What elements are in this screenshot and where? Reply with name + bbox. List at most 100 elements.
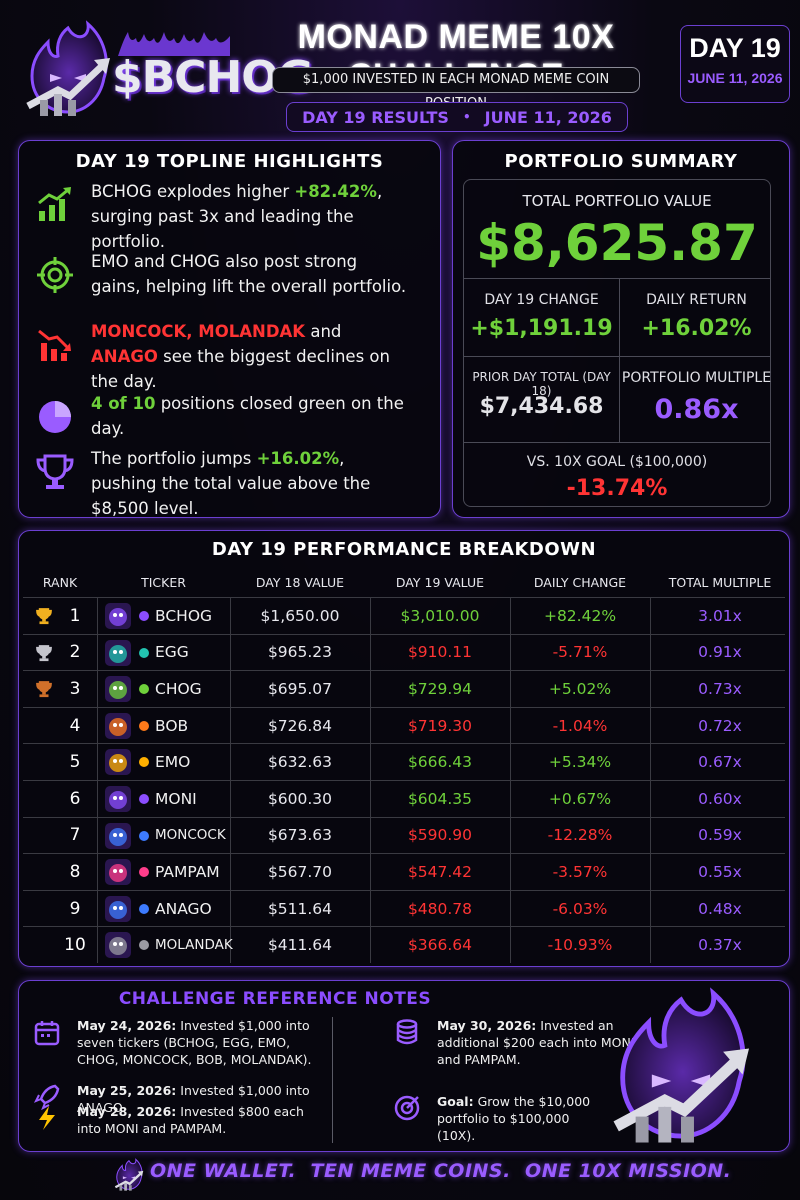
rank: 7 <box>69 825 81 846</box>
column-divider <box>370 854 371 890</box>
column-divider <box>97 671 98 707</box>
highlight-segment: see the biggest declines on the day. <box>91 347 390 391</box>
highlight-text: 4 of 10 positions closed green on the da… <box>91 391 409 441</box>
ticker: BOB <box>155 716 189 735</box>
column-divider <box>230 707 231 744</box>
daily-change: -10.93% <box>547 936 613 955</box>
table-row: 5 EMO $632.63 $666.43 +5.34% 0.67x <box>23 743 785 780</box>
column-divider <box>97 744 98 780</box>
day19-value: $547.42 <box>407 862 473 881</box>
note-text: Invested $800 each into MONI and PAMPAM. <box>77 1104 304 1136</box>
column-divider <box>230 634 231 671</box>
ticker-avatar <box>105 822 131 849</box>
highlight-text: BCHOG explodes higher +82.42%, surging p… <box>91 179 409 254</box>
note-icon <box>34 1021 60 1046</box>
day19-value: $366.64 <box>407 936 473 955</box>
daily-change: +5.02% <box>548 679 612 698</box>
divider <box>464 278 770 279</box>
column-divider <box>510 598 511 634</box>
ticker-dot <box>139 757 149 768</box>
column-divider <box>650 634 651 671</box>
column-divider <box>97 817 98 854</box>
ticker: BCHOG <box>155 606 213 625</box>
metric-label: PORTFOLIO MULTIPLE <box>621 370 772 386</box>
highlights-panel: DAY 19 TOPLINE HIGHLIGHTS BCHOG explodes … <box>18 140 441 518</box>
note-entry: May 24, 2026: Invested $1,000 into seven… <box>77 1017 322 1068</box>
highlight-segment: 4 of 10 <box>91 394 156 413</box>
total-multiple: 0.73x <box>698 679 742 698</box>
day18-value: $600.30 <box>267 789 333 808</box>
column-divider <box>370 927 371 963</box>
column-divider <box>650 927 651 963</box>
ticker: ANAGO <box>155 899 212 918</box>
ticker: MONI <box>155 789 197 808</box>
daily-change: -12.28% <box>547 826 613 845</box>
day19-value: $604.35 <box>407 789 473 808</box>
column-header: TICKER <box>141 574 186 590</box>
day18-value: $567.70 <box>267 862 333 881</box>
column-divider <box>650 744 651 780</box>
notes-panel: CHALLENGE REFERENCE NOTES May 24, 2026: I… <box>18 980 790 1152</box>
highlight-segment: positions closed green on the day. <box>91 394 404 438</box>
metric-value: $7,434.68 <box>479 394 604 419</box>
summary-title: PORTFOLIO SUMMARY <box>504 151 738 172</box>
ticker-dot <box>139 684 149 695</box>
note-date: May 30, 2026: <box>437 1018 537 1033</box>
results-banner: DAY 19 RESULTS • JUNE 11, 2026 <box>286 102 628 132</box>
column-divider <box>230 927 231 963</box>
column-header: DAILY CHANGE <box>533 574 627 590</box>
day19-value: $666.43 <box>407 753 473 772</box>
daily-change: -3.57% <box>552 862 608 881</box>
ticker-dot <box>139 720 149 731</box>
total-multiple: 0.91x <box>698 643 742 662</box>
column-divider <box>97 781 98 817</box>
daily-change: +82.42% <box>543 606 617 625</box>
ticker-avatar <box>105 932 131 959</box>
day18-value: $411.64 <box>267 936 333 955</box>
table-row: 9 ANAGO $511.64 $480.78 -6.03% 0.48x <box>23 889 785 927</box>
total-multiple: 0.48x <box>698 899 742 918</box>
trophy-icon <box>36 644 52 661</box>
column-divider <box>230 817 231 854</box>
rank: 6 <box>69 788 81 809</box>
day18-value: $695.07 <box>267 679 333 698</box>
ticker: EGG <box>155 643 189 662</box>
column-divider <box>230 890 231 927</box>
notes-mascot <box>613 987 750 1143</box>
column-divider <box>650 671 651 707</box>
column-divider <box>230 598 231 634</box>
banner-date: JUNE 11, 2026 <box>484 107 612 127</box>
metric-value: 0.86x <box>654 394 739 425</box>
note-entry: May 30, 2026: Invested an additional $20… <box>437 1017 642 1068</box>
note-entry: May 25, 2026: Invested $1,000 into ANAGO… <box>77 1082 322 1116</box>
day19-value: $719.30 <box>407 716 473 735</box>
day18-value: $511.64 <box>267 899 333 918</box>
column-divider <box>230 671 231 707</box>
total-multiple: 0.67x <box>698 753 742 772</box>
column-divider <box>510 817 511 854</box>
note-date: May 28, 2026: <box>77 1104 177 1119</box>
note-text: Invested $1,000 into ANAGO. <box>77 1083 310 1115</box>
rank: 9 <box>69 898 81 919</box>
badge-day: DAY 19 <box>689 33 781 63</box>
total-multiple: 3.01x <box>698 606 742 625</box>
column-divider <box>650 707 651 744</box>
table-row: 10 MOLANDAK $411.64 $366.64 -10.93% 0.37x <box>23 926 785 963</box>
column-divider <box>510 854 511 890</box>
rank: 8 <box>69 861 81 882</box>
table-row: 4 BOB $726.84 $719.30 -1.04% 0.72x <box>23 706 785 744</box>
highlight-segment: EMO and CHOG also post strong gains, hel… <box>91 252 407 296</box>
highlight-text: The portfolio jumps +16.02%, pushing the… <box>91 446 409 521</box>
footer-tagline: ONE WALLET. TEN MEME COINS. ONE 10X MISS… <box>150 1160 732 1182</box>
table-row: 3 CHOG $695.07 $729.94 +5.02% 0.73x <box>23 670 785 707</box>
highlight-icon <box>38 329 71 361</box>
note-icon <box>33 1084 60 1111</box>
note-text: Invested $1,000 into seven tickers (BCHO… <box>77 1018 312 1067</box>
rank: 2 <box>69 642 81 663</box>
day19-value: $3,010.00 <box>400 606 480 625</box>
note-icon <box>396 1019 418 1045</box>
total-multiple: 0.55x <box>698 862 742 881</box>
subtitle: $1,000 INVESTED IN EACH MONAD MEME COIN … <box>272 67 640 111</box>
ticker-dot <box>139 940 149 951</box>
highlight-text: MONCOCK, MOLANDAK and ANAGO see the bigg… <box>91 319 409 394</box>
